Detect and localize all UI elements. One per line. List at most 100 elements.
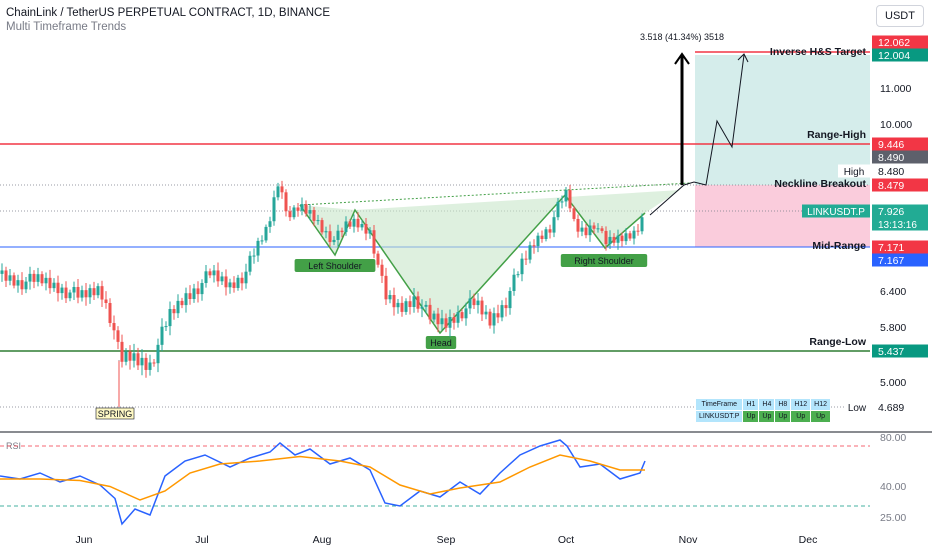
price-label: 7.171 <box>878 242 904 254</box>
candle-body <box>612 236 616 243</box>
candle-body <box>536 235 540 247</box>
pattern-label-bg <box>294 259 376 272</box>
candle-body <box>68 292 72 299</box>
rsi-tick: 25.00 <box>880 512 906 524</box>
candle-body <box>228 282 232 288</box>
x-tick-label: Nov <box>679 534 698 546</box>
price-label: 12.004 <box>878 50 910 62</box>
candle-body <box>444 318 448 328</box>
rsi-title: RSI <box>6 441 21 451</box>
projection-arrowhead <box>737 53 749 63</box>
rsi-line <box>0 439 646 526</box>
candle-body <box>448 317 452 328</box>
price-label-bg <box>872 240 928 254</box>
candle-body <box>208 271 212 276</box>
candle-body <box>180 300 184 306</box>
mtf-header: H8 <box>774 398 792 411</box>
price-label-bg <box>872 48 928 62</box>
pattern-line <box>299 193 646 335</box>
candle-body <box>100 286 104 300</box>
candle-body <box>608 236 612 245</box>
candle-body <box>160 326 164 345</box>
candle-body <box>588 225 592 236</box>
candle-body <box>508 291 512 309</box>
measure-arrowhead <box>674 52 690 65</box>
pattern-fill <box>300 190 680 333</box>
candle-body <box>280 186 284 193</box>
candle-body <box>340 230 344 233</box>
mtf-trend: Up <box>758 410 776 423</box>
mtf-symbol: LINKUSDT.P <box>694 410 744 423</box>
candle-body <box>516 274 520 276</box>
candle-body <box>244 271 248 284</box>
price-prefix-bg <box>802 204 870 218</box>
candle-body <box>108 303 112 323</box>
candle-body <box>420 306 424 309</box>
candle-body <box>284 192 288 212</box>
candle-body <box>624 233 628 242</box>
candle-body <box>396 302 400 308</box>
candle-body <box>196 288 200 295</box>
mtf-header: H1 <box>742 398 760 411</box>
currency-button[interactable]: USDT <box>876 5 924 27</box>
price-label: 5.437 <box>878 346 904 358</box>
candle-body <box>152 362 156 364</box>
price-label-bg <box>872 164 928 178</box>
candle-body <box>124 351 128 362</box>
candle-body <box>348 221 352 227</box>
candle-body <box>324 231 328 233</box>
spring-label: SPRING <box>98 409 133 419</box>
price-prefix-bg <box>838 164 870 178</box>
candle-body <box>300 204 304 211</box>
price-label-bg <box>872 35 928 49</box>
candle-body <box>456 312 460 323</box>
price-label: 4.689 <box>878 402 904 414</box>
candle-body <box>404 301 408 312</box>
candle-body <box>236 277 240 288</box>
pattern-label: Head <box>430 338 452 348</box>
candle-body <box>332 239 336 243</box>
candle-body <box>604 230 608 245</box>
price-prefix: Low <box>848 403 867 414</box>
price-label-bg <box>872 400 928 414</box>
candle-body <box>12 275 16 286</box>
x-tick-label: Jul <box>195 534 208 546</box>
candle-body <box>392 295 396 308</box>
candle-body <box>132 353 136 361</box>
price-label-bg <box>872 137 928 151</box>
candle-body <box>48 277 52 289</box>
level-label: Range-High <box>807 129 866 141</box>
candle-body <box>296 207 300 211</box>
candle-body <box>416 296 420 309</box>
price-tick: 5.000 <box>880 377 906 389</box>
candle-body <box>4 270 8 281</box>
candle-body <box>204 271 208 284</box>
candle-body <box>492 313 496 326</box>
candle-body <box>628 233 632 239</box>
candle-body <box>336 230 340 240</box>
candle-body <box>252 255 256 257</box>
price-label-bg <box>872 204 928 231</box>
candle-body <box>352 218 356 227</box>
candle-body <box>476 300 480 306</box>
candle-body <box>320 220 324 233</box>
candle-body <box>520 258 524 275</box>
price-label-bg <box>872 253 928 267</box>
candle-body <box>532 245 536 247</box>
candle-body <box>440 318 444 325</box>
mtf-trend: Up <box>742 410 760 423</box>
price-tick: 6.400 <box>880 286 906 298</box>
candle-body <box>480 300 484 315</box>
candle-body <box>256 240 260 256</box>
candle-body <box>436 313 440 325</box>
candle-body <box>232 282 236 288</box>
price-label: 8.479 <box>878 180 904 192</box>
price-prefix-bg <box>844 400 870 414</box>
pattern-label: Right Shoulder <box>574 256 634 266</box>
candle-body <box>16 280 20 286</box>
rsi-pane: RSI 80.00 40.00 25.00 <box>0 431 932 526</box>
candle-body <box>164 326 168 328</box>
candle-body <box>552 217 556 233</box>
candle-body <box>224 276 228 288</box>
